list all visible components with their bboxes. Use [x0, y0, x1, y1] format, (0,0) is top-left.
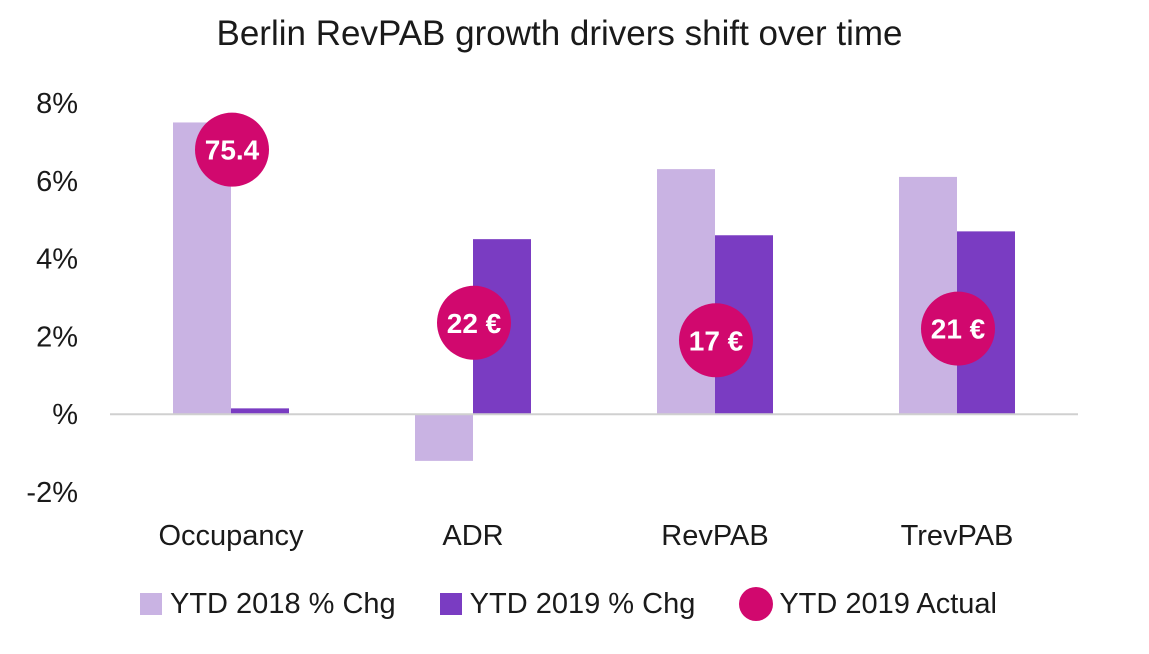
legend-item-2019: YTD 2019 % Chg	[439, 587, 696, 621]
y-tick-label: %	[52, 399, 78, 431]
legend: YTD 2018 % Chg YTD 2019 % Chg YTD 2019 A…	[140, 584, 997, 624]
actual-marker-revpab	[679, 303, 753, 378]
legend-label-2019: YTD 2019 % Chg	[469, 587, 696, 620]
y-tick-label: 6%	[36, 166, 78, 198]
category-label: Occupancy	[158, 520, 304, 552]
category-label: ADR	[442, 520, 503, 552]
y-tick-label: -2%	[26, 477, 78, 509]
actual-marker-label: 22 €	[447, 308, 502, 339]
bar-2018-adr	[415, 414, 473, 461]
legend-swatch-2019	[439, 593, 462, 615]
legend-item-2018: YTD 2018 % Chg	[140, 588, 396, 621]
chart-title: Berlin RevPAB growth drivers shift over …	[216, 14, 903, 53]
legend-swatch-actual	[739, 587, 774, 621]
actual-marker-occupancy	[195, 112, 269, 187]
legend-label-actual: YTD 2019 Actual	[779, 587, 997, 620]
category-label: RevPAB	[661, 520, 768, 552]
actual-marker-trevpab	[921, 291, 995, 366]
y-tick-label: 8%	[36, 88, 78, 120]
y-tick-label: 2%	[36, 321, 78, 353]
legend-item-actual: YTD 2019 Actual	[739, 587, 997, 621]
y-tick-label: 4%	[36, 244, 78, 276]
actual-marker-adr	[437, 285, 511, 360]
bar-2018-revpab	[657, 169, 715, 415]
bar-2019-occupancy	[231, 408, 289, 415]
actual-marker-label: 17 €	[689, 325, 744, 356]
legend-swatch-2018	[140, 593, 162, 615]
actual-marker-label: 75.4	[205, 135, 260, 166]
category-label: TrevPAB	[901, 520, 1014, 552]
actual-marker-label: 21 €	[931, 314, 986, 345]
legend-label-2018: YTD 2018 % Chg	[170, 587, 396, 620]
